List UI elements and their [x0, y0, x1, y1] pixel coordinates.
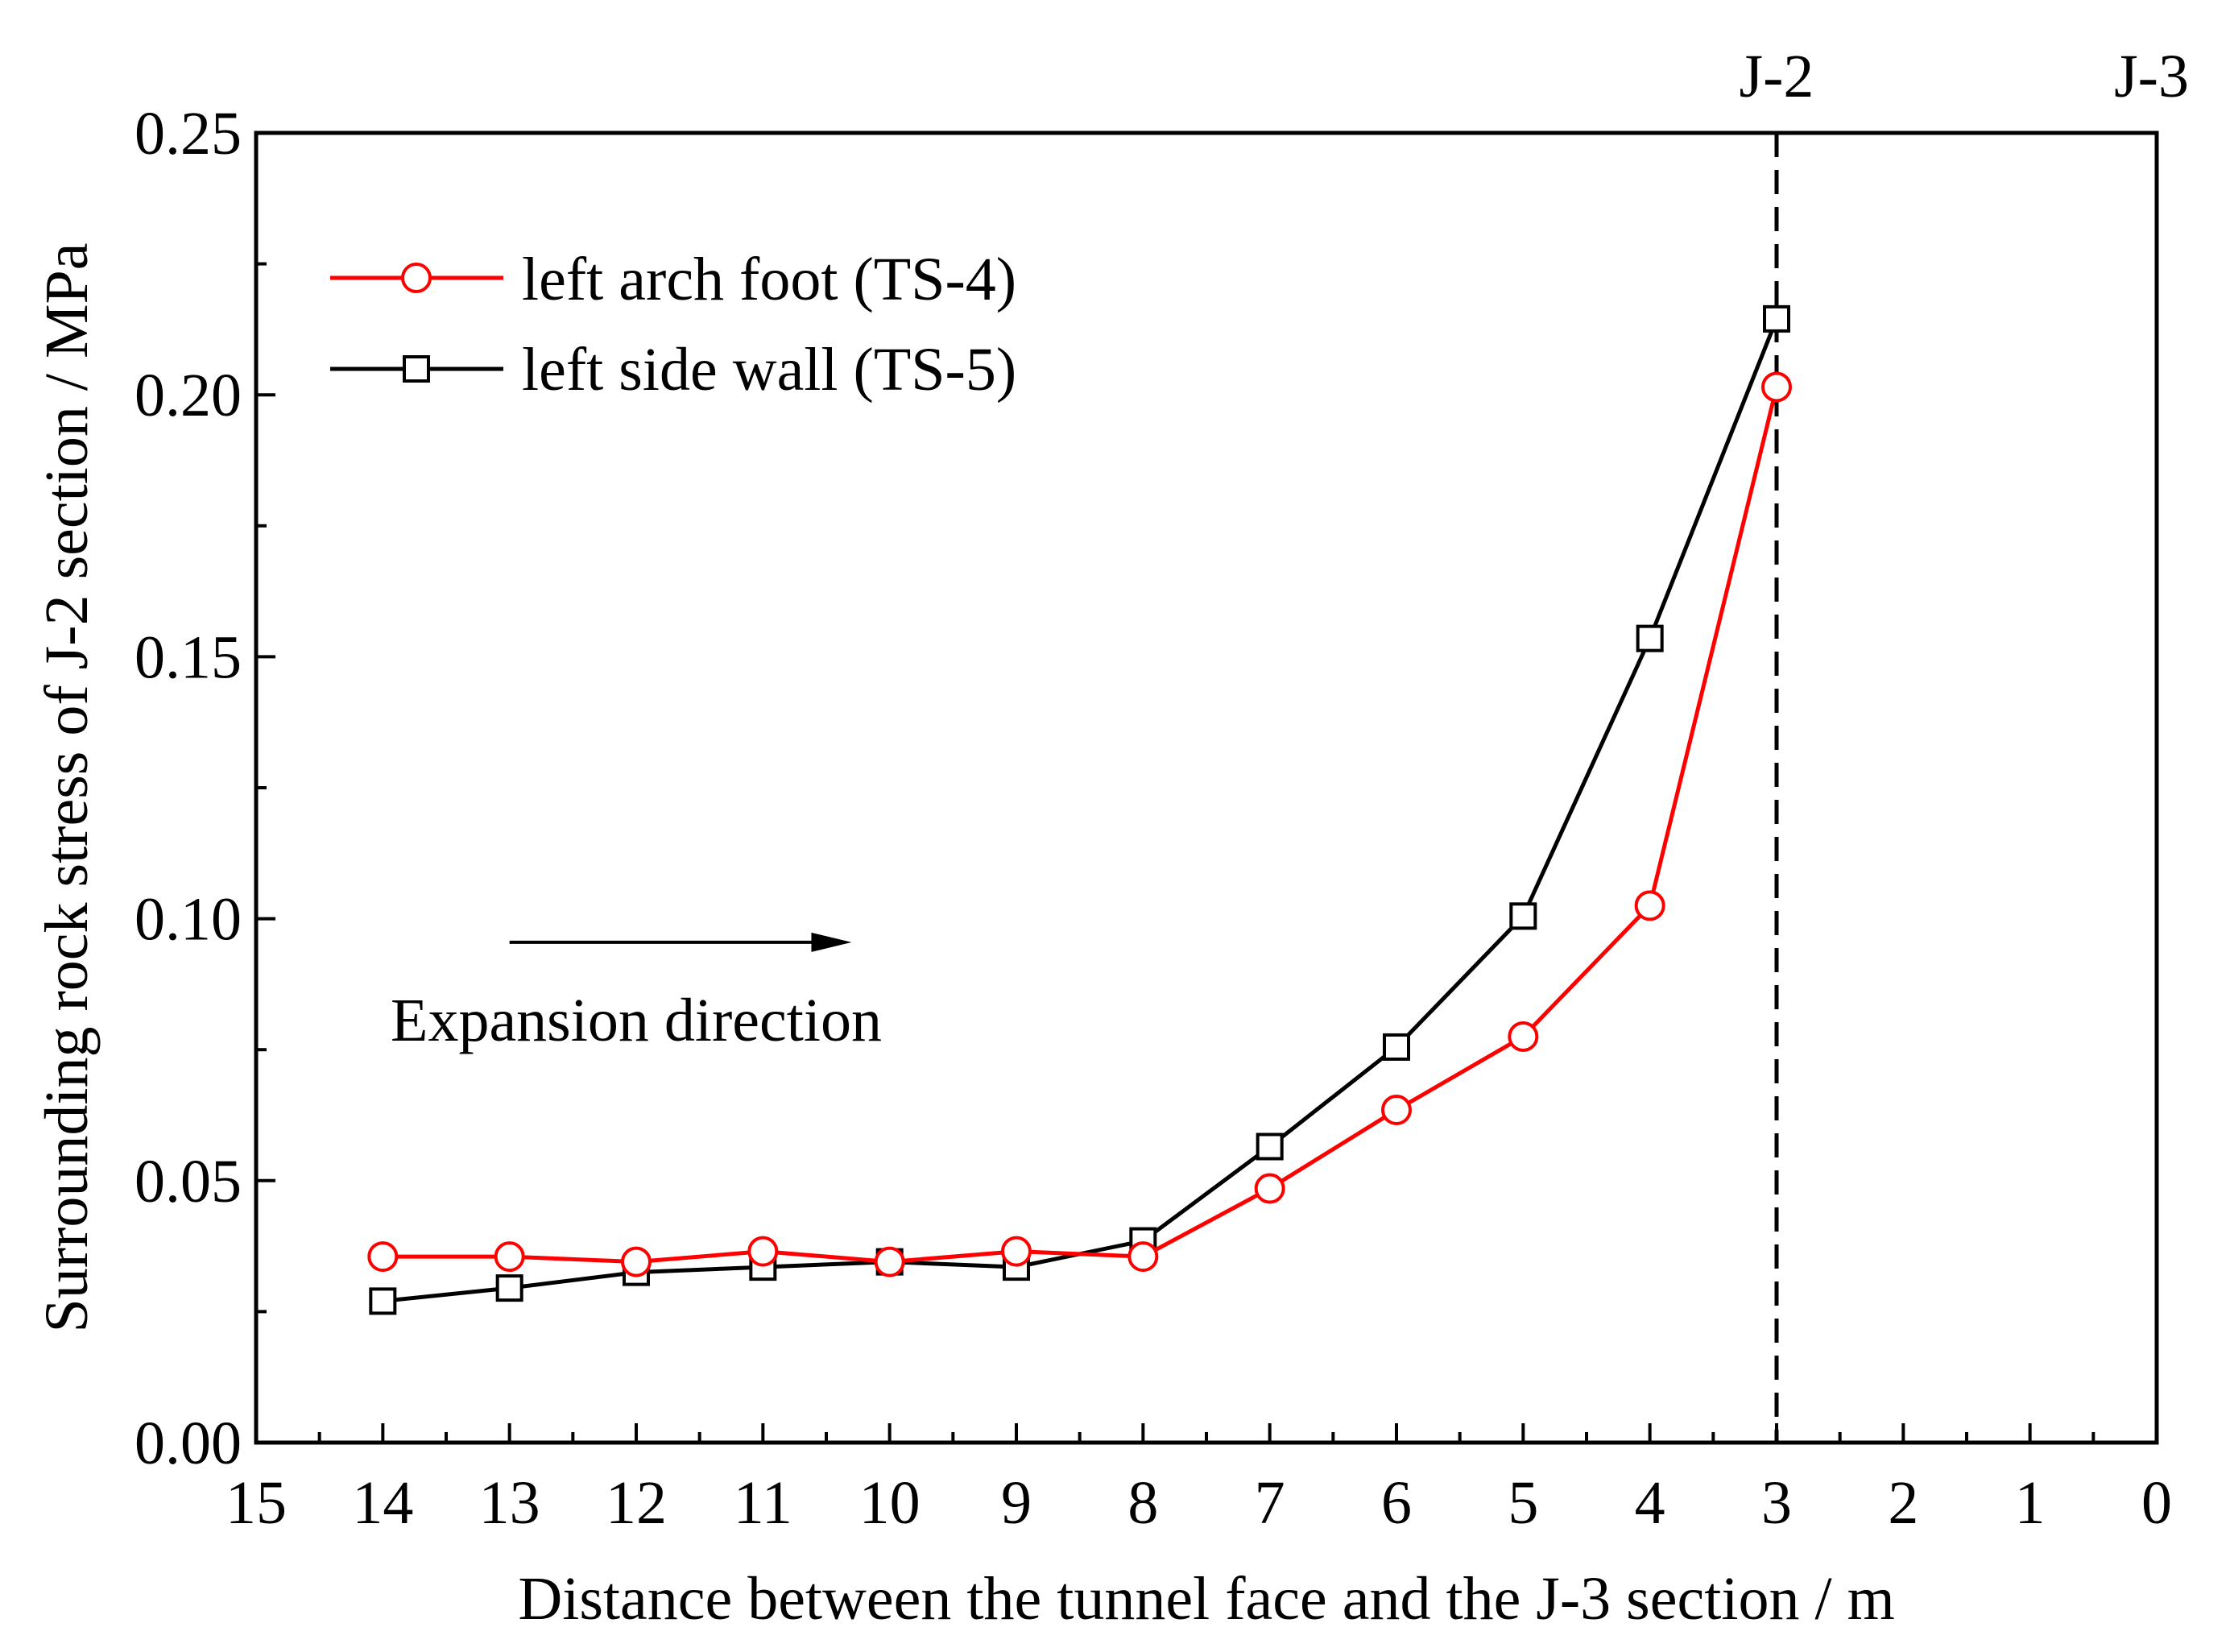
legend-marker-ts4 — [401, 263, 432, 293]
reference-label-j-3: J-3 — [2114, 43, 2189, 110]
y-tick-label: 0.05 — [134, 1148, 242, 1215]
data-point-ts4 — [367, 1241, 399, 1273]
x-axis: 15 14 13 12 11 10 9 8 7 6 5 4 3 2 1 0 — [225, 1423, 2172, 1537]
x-tick-label: 10 — [859, 1469, 921, 1537]
reference-lines: J-2 J-3 — [1740, 43, 2189, 1443]
legend: left arch foot (TS-4) left side wall (TS… — [330, 246, 1016, 404]
data-point-ts4 — [1761, 371, 1792, 403]
data-point-ts4 — [1508, 1021, 1539, 1052]
legend-marker-ts5 — [403, 355, 430, 383]
x-tick-label: 6 — [1381, 1469, 1412, 1537]
data-point-ts4 — [1001, 1236, 1032, 1267]
expansion-annotation: Expansion direction — [391, 932, 882, 1054]
reference-label-j-2: J-2 — [1740, 43, 1814, 110]
x-tick-label: 12 — [606, 1469, 667, 1537]
x-tick-label: 13 — [479, 1469, 540, 1537]
x-tick-label: 11 — [734, 1469, 792, 1537]
data-point-ts4 — [1634, 890, 1665, 921]
data-point-ts4 — [621, 1246, 652, 1277]
data-point-ts5 — [1509, 902, 1537, 930]
data-point-ts4 — [1254, 1173, 1285, 1204]
x-tick-label: 1 — [2015, 1469, 2046, 1537]
y-axis: 0.00 0.05 0.10 0.15 0.20 0.25 — [134, 100, 275, 1477]
expansion-direction-label: Expansion direction — [391, 987, 882, 1054]
x-tick-label: 2 — [1888, 1469, 1918, 1537]
y-tick-label: 0.15 — [134, 623, 242, 691]
data-point-ts4 — [874, 1246, 905, 1277]
x-tick-label: 14 — [352, 1469, 413, 1537]
data-point-ts4 — [1381, 1094, 1412, 1125]
legend-label-ts5: left side wall (TS-5) — [522, 336, 1016, 404]
data-point-ts5 — [1383, 1033, 1410, 1061]
data-point-ts5 — [369, 1287, 397, 1315]
data-point-ts5 — [495, 1274, 523, 1302]
expansion-arrow-head — [811, 932, 852, 952]
data-point-ts4 — [494, 1241, 525, 1273]
data-series — [367, 304, 1792, 1315]
x-tick-label: 8 — [1127, 1469, 1158, 1537]
series-line-1 — [383, 317, 1779, 1303]
data-point-ts4 — [1127, 1241, 1159, 1273]
y-tick-label: 0.20 — [134, 362, 242, 429]
x-tick-label: 4 — [1635, 1469, 1665, 1537]
y-tick-label: 0.25 — [134, 100, 242, 168]
x-tick-label: 9 — [1001, 1469, 1032, 1537]
x-tick-label: 7 — [1255, 1469, 1285, 1537]
legend-label-ts4: left arch foot (TS-4) — [522, 246, 1016, 313]
data-point-ts5 — [1636, 624, 1664, 652]
data-point-ts4 — [747, 1236, 779, 1267]
x-tick-label: 5 — [1508, 1469, 1538, 1537]
y-tick-label: 0.00 — [134, 1410, 242, 1477]
data-point-ts5 — [1256, 1132, 1284, 1161]
x-tick-label: 15 — [225, 1469, 287, 1537]
x-tick-label: 3 — [1761, 1469, 1792, 1537]
series-line-0 — [383, 386, 1779, 1265]
data-point-ts5 — [1763, 304, 1790, 333]
y-tick-label: 0.10 — [134, 886, 242, 954]
plot-frame — [254, 130, 2159, 1445]
y-axis-label: Surrounding rock stress of J-2 section /… — [33, 242, 101, 1332]
x-tick-label: 0 — [2141, 1469, 2172, 1537]
x-axis-label: Distance between the tunnel face and the… — [518, 1565, 1894, 1633]
